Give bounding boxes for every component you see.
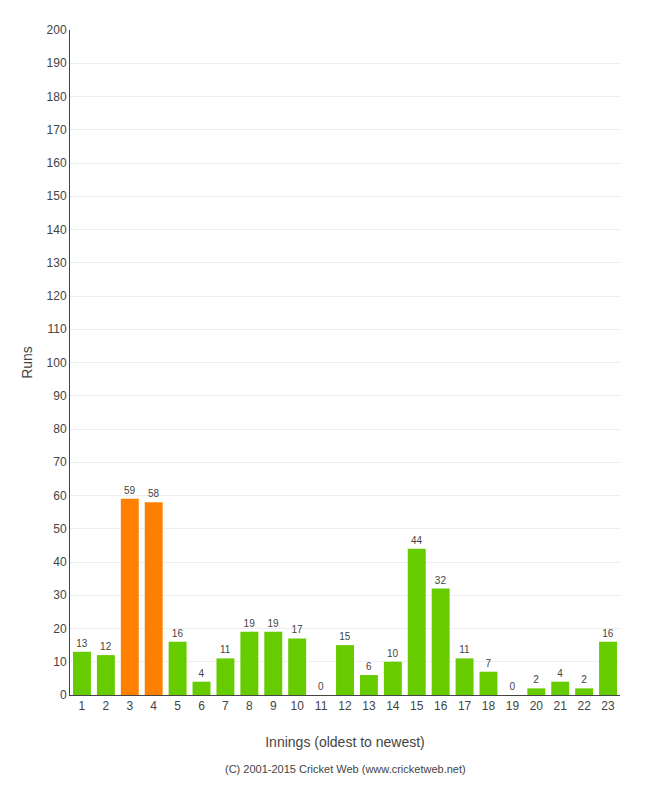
svg-text:Runs: Runs [19,346,35,379]
svg-text:60: 60 [53,489,67,503]
svg-text:40: 40 [53,555,67,569]
svg-text:19: 19 [506,699,520,713]
svg-text:58: 58 [148,488,160,499]
svg-text:44: 44 [411,535,423,546]
svg-text:80: 80 [53,422,67,436]
svg-text:8: 8 [246,699,253,713]
svg-text:30: 30 [53,588,67,602]
svg-text:15: 15 [410,699,424,713]
svg-text:(C) 2001-2015 Cricket Web (www: (C) 2001-2015 Cricket Web (www.cricketwe… [225,763,466,775]
svg-text:12: 12 [100,641,112,652]
svg-text:150: 150 [47,189,67,203]
svg-text:10: 10 [387,648,399,659]
svg-text:16: 16 [602,628,614,639]
svg-text:16: 16 [172,628,184,639]
svg-text:20: 20 [530,699,544,713]
svg-text:10: 10 [290,699,304,713]
svg-text:7: 7 [485,658,491,669]
svg-text:0: 0 [60,688,67,702]
svg-text:Innings (oldest to newest): Innings (oldest to newest) [265,734,425,750]
svg-text:13: 13 [362,699,376,713]
svg-text:2: 2 [581,674,587,685]
svg-text:22: 22 [577,699,591,713]
svg-text:6: 6 [198,699,205,713]
svg-text:2: 2 [533,674,539,685]
svg-text:90: 90 [53,389,67,403]
svg-text:120: 120 [47,289,67,303]
svg-text:20: 20 [53,622,67,636]
svg-text:100: 100 [47,356,67,370]
svg-text:3: 3 [126,699,133,713]
svg-text:200: 200 [47,23,67,37]
svg-text:70: 70 [53,455,67,469]
svg-text:4: 4 [199,668,205,679]
svg-text:10: 10 [53,655,67,669]
svg-text:17: 17 [291,624,303,635]
svg-text:19: 19 [244,618,256,629]
svg-text:19: 19 [267,618,279,629]
svg-text:16: 16 [434,699,448,713]
svg-text:110: 110 [47,322,66,336]
svg-text:15: 15 [339,631,351,642]
svg-text:7: 7 [222,699,229,713]
svg-text:11: 11 [220,644,231,655]
svg-text:170: 170 [47,123,67,137]
svg-text:59: 59 [124,485,136,496]
svg-text:12: 12 [338,699,352,713]
svg-text:180: 180 [47,90,67,104]
svg-text:0: 0 [318,681,324,692]
svg-text:11: 11 [315,699,328,713]
svg-text:1: 1 [79,699,86,713]
svg-text:21: 21 [554,699,568,713]
svg-text:5: 5 [174,699,181,713]
svg-text:9: 9 [270,699,277,713]
svg-text:190: 190 [47,56,67,70]
svg-text:32: 32 [435,575,447,586]
svg-text:2: 2 [103,699,110,713]
svg-text:50: 50 [53,522,67,536]
svg-text:18: 18 [482,699,496,713]
svg-text:17: 17 [458,699,472,713]
svg-text:6: 6 [366,661,372,672]
svg-text:23: 23 [601,699,615,713]
svg-text:4: 4 [557,668,563,679]
svg-text:130: 130 [47,256,67,270]
svg-text:4: 4 [150,699,157,713]
svg-text:14: 14 [386,699,400,713]
svg-text:11: 11 [459,644,470,655]
svg-text:160: 160 [47,156,67,170]
svg-text:140: 140 [47,223,67,237]
svg-text:13: 13 [76,638,88,649]
svg-text:0: 0 [509,681,515,692]
